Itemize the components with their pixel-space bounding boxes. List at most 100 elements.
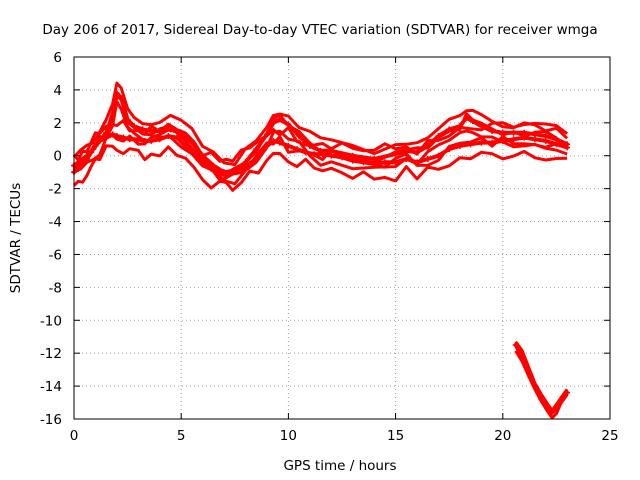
data-point (521, 129, 528, 136)
data-point (311, 151, 318, 158)
data-point (113, 132, 120, 139)
data-point (531, 131, 538, 138)
data-point (182, 142, 189, 149)
y-tick-label: 6 (53, 50, 62, 66)
data-point (446, 146, 453, 153)
data-point (381, 159, 388, 166)
data-point (403, 147, 410, 154)
data-point (519, 353, 526, 360)
y-tick-label: -12 (40, 346, 62, 362)
series-line (72, 91, 570, 175)
y-tick-label: -2 (49, 182, 62, 198)
chart-title: Day 206 of 2017, Sidereal Day-to-day VTE… (42, 22, 597, 38)
series-trace (73, 100, 568, 186)
data-point (221, 169, 228, 176)
data-point (512, 341, 519, 348)
data-point (124, 116, 131, 123)
series-trace (514, 342, 569, 414)
data-point (456, 142, 463, 149)
data-point (531, 383, 538, 390)
data-point (113, 90, 120, 97)
data-point (210, 162, 217, 169)
data-point (414, 149, 421, 156)
data-point (109, 131, 116, 138)
y-tick-label: -4 (49, 215, 62, 231)
data-point (328, 147, 335, 154)
data-point (253, 146, 260, 153)
data-point (499, 129, 506, 136)
data-point (167, 126, 174, 133)
data-point (77, 157, 84, 164)
data-point (263, 131, 270, 138)
y-tick-label: -6 (49, 247, 62, 263)
data-point (538, 396, 545, 403)
data-point (118, 95, 125, 102)
x-tick-label: 10 (280, 428, 297, 444)
data-point (178, 129, 185, 136)
data-point (156, 128, 163, 135)
data-point (285, 142, 292, 149)
data-point (242, 159, 249, 166)
x-tick-label: 20 (494, 428, 511, 444)
x-tick-label: 0 (70, 428, 79, 444)
data-point (544, 406, 551, 413)
data-point (424, 156, 431, 163)
data-point (553, 136, 560, 143)
data-point (231, 167, 238, 174)
data-point (276, 116, 283, 123)
data-point (349, 152, 356, 159)
data-point (109, 113, 116, 120)
y-tick-label: -14 (40, 379, 62, 395)
series-trace (72, 144, 568, 192)
data-point (489, 139, 496, 146)
data-point (126, 136, 133, 143)
data-point (467, 141, 474, 148)
x-axis-label: GPS time / hours (283, 458, 396, 474)
data-point (131, 123, 138, 130)
data-point (392, 151, 399, 158)
data-point (306, 142, 313, 149)
data-point (564, 389, 571, 396)
data-point (371, 156, 378, 163)
data-point (139, 126, 146, 133)
series-upper-band (71, 81, 571, 186)
data-point (270, 137, 277, 144)
data-point (469, 118, 476, 125)
data-point (103, 129, 110, 136)
data-point (188, 139, 195, 146)
data-point (456, 123, 463, 130)
y-tick-label: -16 (40, 412, 62, 428)
x-tick-label: 15 (387, 428, 404, 444)
x-tick-label: 5 (177, 428, 186, 444)
data-point (446, 126, 453, 133)
y-tick-label: 0 (53, 149, 62, 165)
grid-lines (74, 57, 610, 419)
y-tick-label: 4 (53, 83, 62, 99)
data-point (199, 152, 206, 159)
data-point (120, 134, 127, 141)
y-axis-label: SDTVAR / TECUs (8, 183, 24, 293)
axis-ticks: 0 5 10 15 20 25 -16 -14 -12 -10 -8 -6 -4 -2 0 2 4 6 (40, 50, 619, 444)
data-point (463, 114, 470, 121)
data-point (435, 132, 442, 139)
plot-frame (73, 56, 611, 420)
y-tick-label: 2 (53, 116, 62, 132)
data-point (549, 409, 556, 416)
series-group (71, 81, 571, 420)
data-point (478, 123, 485, 130)
x-tick-label: 25 (601, 428, 618, 444)
data-point (525, 368, 532, 375)
y-tick-label: -8 (49, 280, 62, 296)
data-point (553, 404, 560, 411)
data-point (435, 152, 442, 159)
data-point (392, 159, 399, 166)
data-point (478, 139, 485, 146)
series-lower-segment (512, 340, 571, 420)
y-tick-label: -10 (40, 313, 62, 329)
data-point (557, 397, 564, 404)
data-point (83, 152, 90, 159)
series-trace (72, 119, 569, 163)
data-point (293, 146, 300, 153)
series-trace (72, 128, 568, 182)
